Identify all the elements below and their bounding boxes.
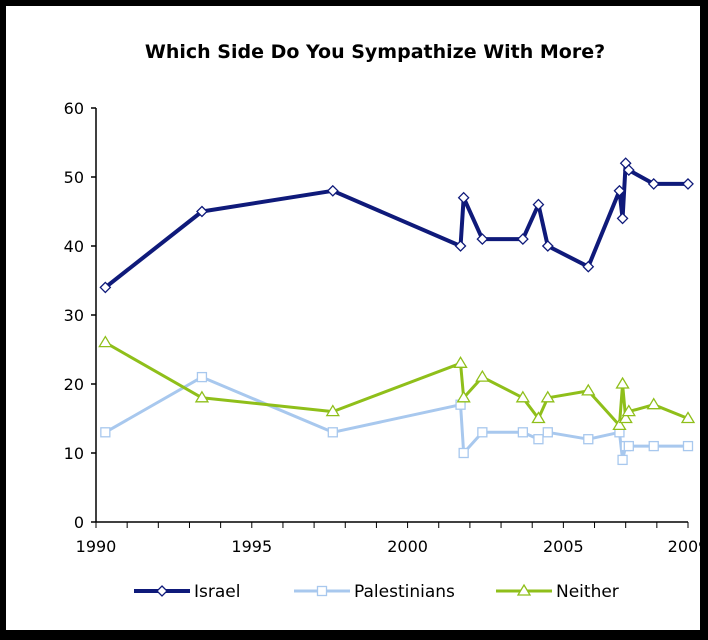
- data-point: [477, 427, 488, 438]
- legend: Israel Palestinians Neither: [134, 582, 619, 602]
- data-point: [621, 404, 636, 417]
- series-line: [104, 161, 688, 289]
- data-point: [646, 397, 661, 410]
- data-point: [516, 233, 529, 246]
- data-point: [647, 177, 660, 190]
- legend-marker: [156, 585, 168, 597]
- y-tick-label: 40: [64, 237, 84, 256]
- series-israel: [99, 157, 694, 294]
- legend-label: Neither: [556, 582, 619, 602]
- data-point: [532, 198, 545, 211]
- data-point: [531, 411, 546, 424]
- data-point: [613, 184, 626, 197]
- data-point: [100, 427, 111, 438]
- x-tick-label: 2000: [387, 537, 428, 556]
- data-point: [517, 427, 529, 438]
- data-point: [457, 191, 470, 204]
- y-tick-label: 10: [64, 444, 84, 463]
- data-point: [98, 335, 113, 348]
- data-point: [476, 233, 489, 246]
- y-tick-label: 20: [64, 375, 84, 394]
- data-point: [325, 404, 340, 417]
- data-point: [582, 260, 595, 273]
- data-point: [622, 164, 635, 177]
- data-point: [453, 356, 468, 368]
- data-point: [196, 205, 208, 218]
- data-point: [326, 184, 339, 197]
- data-point: [648, 440, 659, 452]
- legend-marker: [316, 585, 328, 597]
- data-point: [612, 418, 627, 431]
- data-point: [623, 440, 634, 452]
- data-point: [682, 177, 694, 190]
- data-point: [327, 427, 338, 438]
- data-point: [475, 369, 490, 382]
- data-point: [583, 434, 594, 445]
- x-tick-label: 1995: [231, 537, 272, 556]
- data-point: [541, 240, 554, 252]
- data-point: [456, 390, 471, 403]
- x-tick-label: 1990: [76, 537, 117, 556]
- data-point: [615, 376, 630, 389]
- legend-marker: [516, 583, 532, 596]
- y-tick-label: 50: [64, 168, 84, 187]
- axes: 0 10 20 30 40 50 60 1990 1995 2000 2005 2009: [64, 99, 700, 556]
- data-point: [515, 390, 531, 403]
- legend-item-israel: Israel: [134, 582, 240, 602]
- series-palestinians: [100, 371, 694, 466]
- legend-item-palestinians: Palestinians: [294, 582, 455, 602]
- data-point: [581, 383, 596, 396]
- legend-item-neither: Neither: [496, 582, 619, 602]
- legend-label: Israel: [194, 582, 240, 602]
- legend-label: Palestinians: [354, 582, 455, 602]
- data-point: [540, 390, 555, 403]
- data-point: [194, 390, 210, 403]
- series-neither: [98, 335, 696, 431]
- chart-frame: Which Side Do You Sympathize With More? …: [4, 4, 702, 632]
- data-point: [616, 212, 629, 225]
- y-tick-label: 0: [74, 513, 84, 532]
- data-point: [533, 434, 544, 445]
- data-point: [542, 427, 553, 438]
- chart-title: Which Side Do You Sympathize With More?: [145, 41, 605, 63]
- y-tick-label: 60: [64, 99, 84, 118]
- line-chart: Which Side Do You Sympathize With More? …: [64, 41, 700, 602]
- series-lines: [98, 157, 696, 466]
- data-point: [196, 371, 208, 383]
- data-point: [99, 281, 112, 294]
- data-point: [454, 240, 467, 252]
- series-line: [104, 375, 688, 462]
- x-tick-label: 2005: [543, 537, 584, 556]
- x-tick-label: 2009: [668, 537, 700, 556]
- data-point: [680, 411, 696, 424]
- data-point: [458, 447, 469, 459]
- data-point: [682, 440, 694, 452]
- y-tick-label: 30: [64, 306, 84, 325]
- data-point: [617, 454, 628, 466]
- data-point: [618, 411, 633, 424]
